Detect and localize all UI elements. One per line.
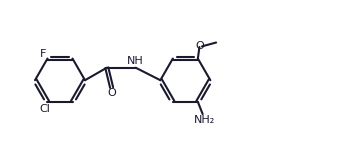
Text: Cl: Cl: [40, 104, 50, 114]
Text: F: F: [40, 49, 47, 59]
Text: NH₂: NH₂: [194, 115, 215, 125]
Text: O: O: [107, 88, 116, 98]
Text: NH: NH: [127, 56, 144, 66]
Text: O: O: [195, 41, 204, 51]
